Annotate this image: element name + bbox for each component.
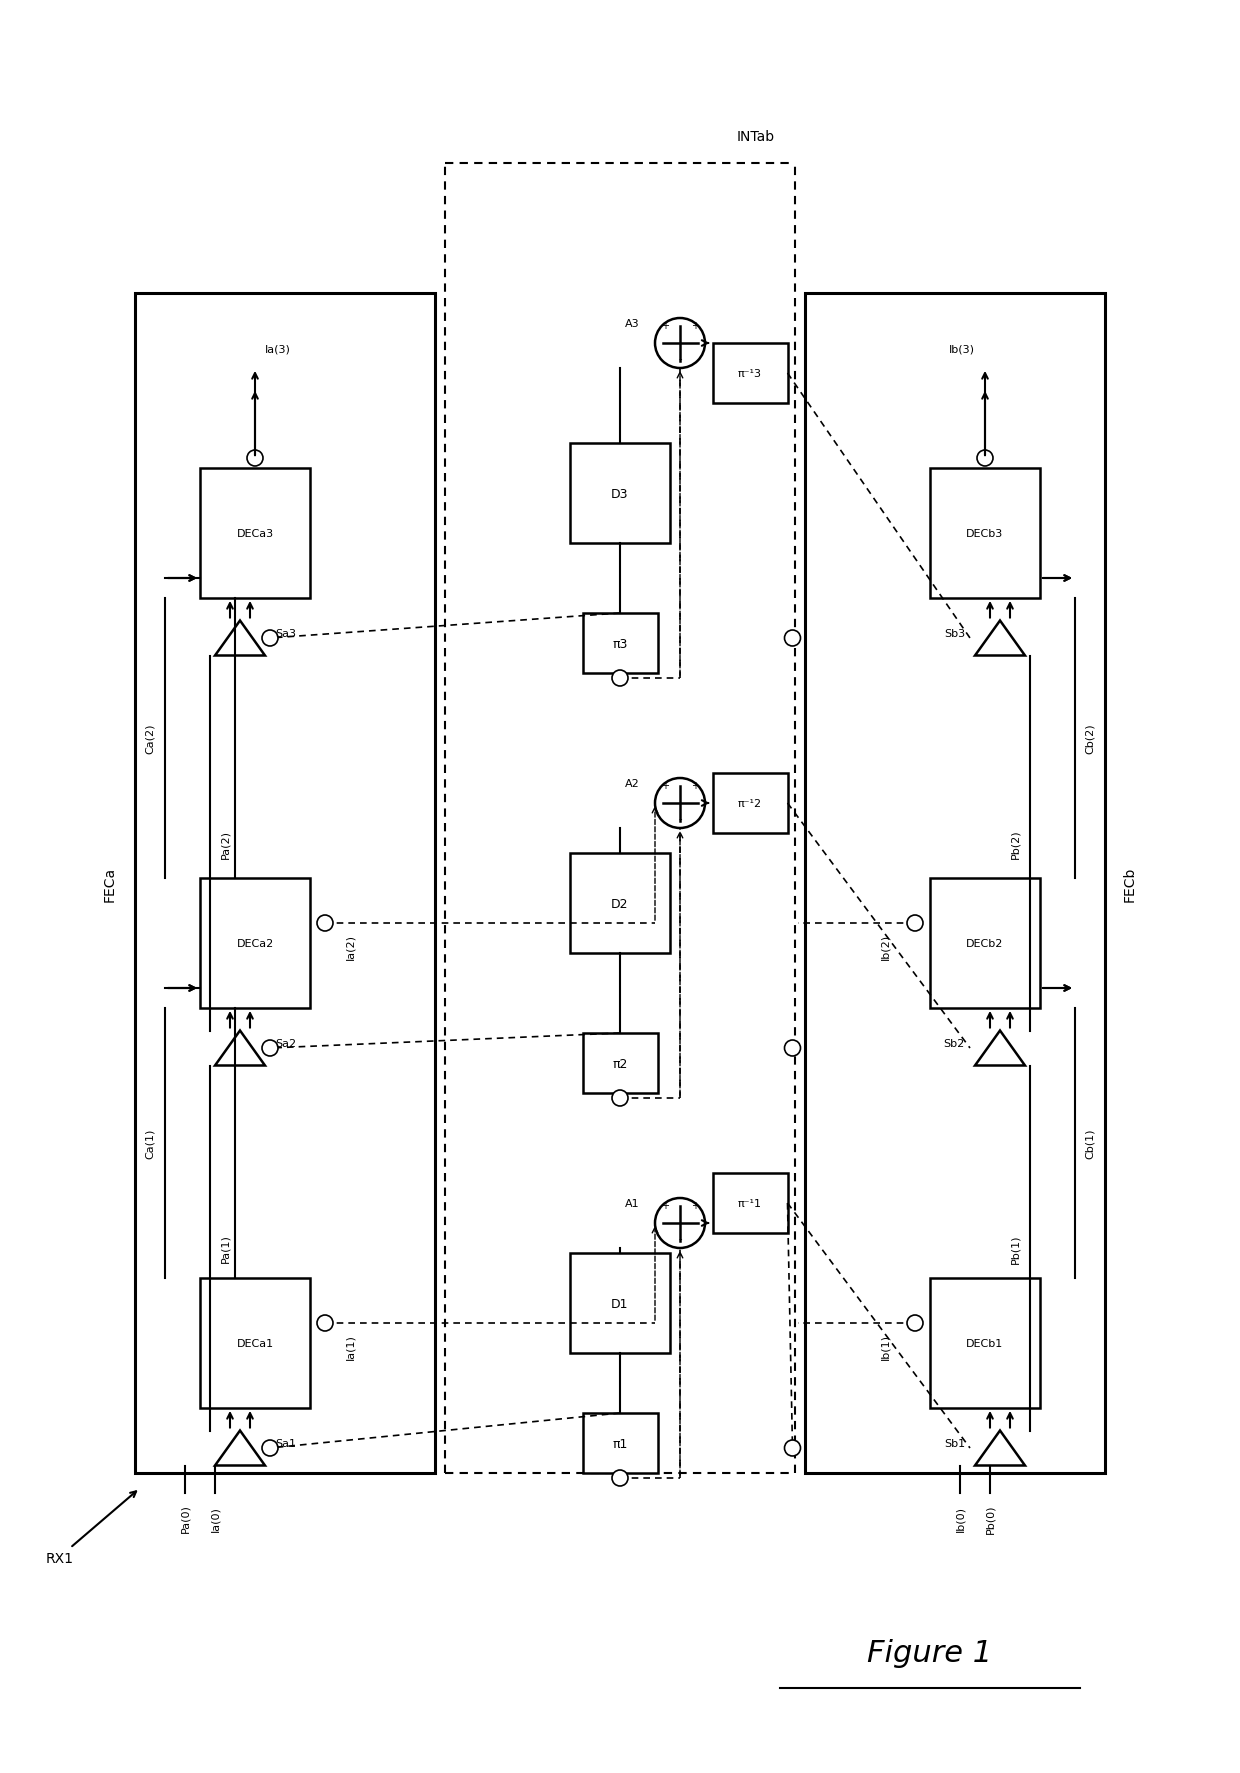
Bar: [713, 773, 787, 833]
Text: π1: π1: [613, 1436, 627, 1450]
Text: Cb(2): Cb(2): [1085, 723, 1095, 754]
Circle shape: [655, 1199, 706, 1248]
Text: RX1: RX1: [46, 1551, 74, 1566]
Text: -: -: [678, 1234, 682, 1243]
Text: +: +: [691, 321, 699, 332]
Circle shape: [785, 1440, 801, 1456]
Circle shape: [247, 450, 263, 466]
Text: Ia(1): Ia(1): [345, 1333, 355, 1360]
Bar: [570, 1254, 670, 1353]
Text: -: -: [678, 355, 682, 363]
Text: Ia(0): Ia(0): [210, 1505, 219, 1532]
Text: Sa2: Sa2: [275, 1039, 296, 1048]
Text: Ib(3): Ib(3): [949, 344, 975, 355]
Text: DECa2: DECa2: [237, 938, 274, 949]
Text: Sa1: Sa1: [275, 1438, 296, 1449]
Text: Pa(0): Pa(0): [180, 1504, 190, 1532]
Text: Pa(2): Pa(2): [219, 830, 229, 858]
Text: DECa1: DECa1: [237, 1339, 274, 1347]
Text: D1: D1: [611, 1296, 629, 1310]
Polygon shape: [975, 1431, 1025, 1466]
Bar: [583, 1034, 657, 1094]
Text: -: -: [678, 814, 682, 823]
Text: +: +: [661, 780, 670, 791]
Text: DECb1: DECb1: [966, 1339, 1003, 1347]
Circle shape: [906, 1316, 923, 1332]
Text: Ib(1): Ib(1): [880, 1333, 890, 1360]
Circle shape: [785, 631, 801, 647]
Text: DECb2: DECb2: [966, 938, 1003, 949]
Bar: [930, 468, 1040, 599]
Circle shape: [785, 1041, 801, 1057]
Bar: [713, 344, 787, 404]
Text: +: +: [661, 321, 670, 332]
Bar: [713, 1174, 787, 1234]
Text: π⁻¹1: π⁻¹1: [738, 1199, 763, 1209]
Text: Sb2: Sb2: [944, 1039, 965, 1048]
Text: A1: A1: [625, 1199, 640, 1209]
Text: D3: D3: [611, 488, 629, 500]
Bar: [583, 1413, 657, 1473]
Bar: [930, 1278, 1040, 1408]
Text: Pb(2): Pb(2): [1011, 828, 1021, 858]
Polygon shape: [215, 1431, 265, 1466]
Polygon shape: [975, 1030, 1025, 1066]
Circle shape: [613, 1090, 627, 1106]
Text: Pa(1): Pa(1): [219, 1234, 229, 1262]
Text: Sb3: Sb3: [944, 629, 965, 638]
Bar: [200, 468, 310, 599]
Text: Ia(3): Ia(3): [265, 344, 291, 355]
Text: DECa3: DECa3: [237, 528, 274, 539]
Circle shape: [906, 915, 923, 931]
Circle shape: [655, 778, 706, 828]
Text: π⁻¹2: π⁻¹2: [738, 798, 763, 808]
Polygon shape: [215, 621, 265, 656]
Text: Pb(0): Pb(0): [985, 1504, 994, 1534]
Circle shape: [262, 1041, 278, 1057]
Text: DECb3: DECb3: [966, 528, 1003, 539]
Bar: [583, 613, 657, 674]
Text: INTab: INTab: [737, 129, 775, 144]
Bar: [135, 294, 435, 1473]
Circle shape: [613, 1470, 627, 1486]
Text: Ib(2): Ib(2): [880, 933, 890, 959]
Text: D2: D2: [611, 897, 629, 910]
Bar: [200, 878, 310, 1009]
Circle shape: [613, 670, 627, 686]
Polygon shape: [975, 621, 1025, 656]
Bar: [570, 853, 670, 954]
Text: Ca(2): Ca(2): [145, 723, 155, 754]
Text: Sa3: Sa3: [275, 629, 296, 638]
Text: π2: π2: [613, 1057, 627, 1069]
Text: A3: A3: [625, 319, 640, 328]
Text: π3: π3: [613, 637, 627, 651]
Text: +: +: [661, 1200, 670, 1211]
Bar: [200, 1278, 310, 1408]
Text: Ca(1): Ca(1): [145, 1128, 155, 1158]
Circle shape: [977, 450, 993, 466]
Polygon shape: [215, 1030, 265, 1066]
Circle shape: [317, 1316, 334, 1332]
Text: Ib(0): Ib(0): [955, 1505, 965, 1532]
Text: Pb(1): Pb(1): [1011, 1234, 1021, 1262]
Text: A2: A2: [625, 778, 640, 789]
Text: Ia(2): Ia(2): [345, 933, 355, 959]
Text: FECa: FECa: [103, 865, 117, 901]
Text: Cb(1): Cb(1): [1085, 1128, 1095, 1158]
Text: Sb1: Sb1: [944, 1438, 965, 1449]
Bar: [805, 294, 1105, 1473]
Text: π⁻¹3: π⁻¹3: [738, 369, 763, 379]
Bar: [570, 443, 670, 544]
Circle shape: [262, 631, 278, 647]
Text: +: +: [691, 780, 699, 791]
Text: FECb: FECb: [1123, 865, 1137, 901]
Text: Figure 1: Figure 1: [868, 1638, 992, 1668]
Circle shape: [317, 915, 334, 931]
Circle shape: [262, 1440, 278, 1456]
Text: +: +: [691, 1200, 699, 1211]
Bar: [930, 878, 1040, 1009]
Circle shape: [655, 319, 706, 369]
